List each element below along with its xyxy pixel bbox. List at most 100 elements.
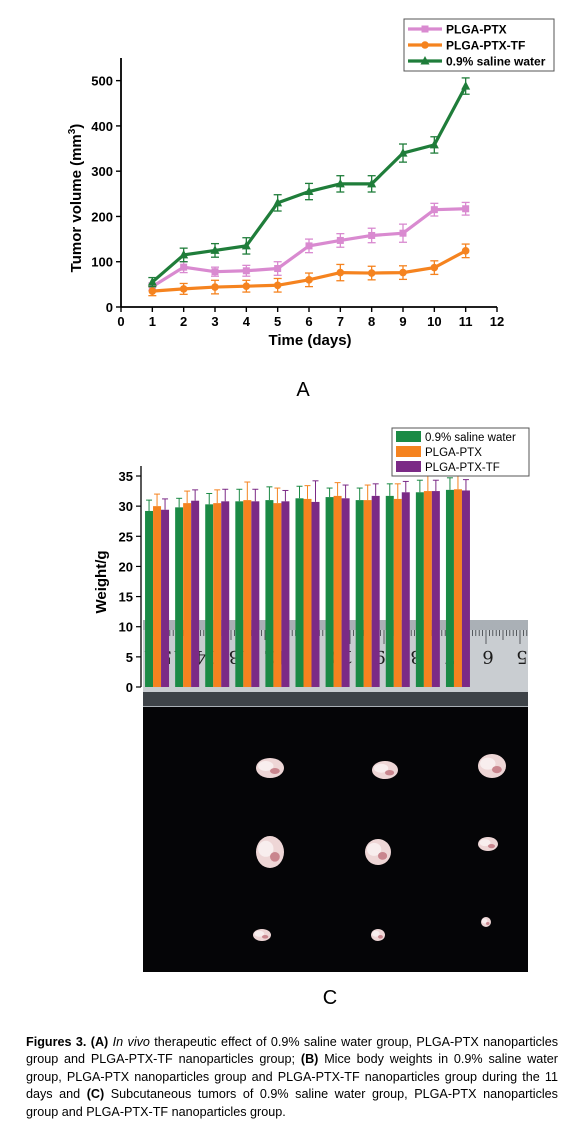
- chart-a-legend-label: 0.9% saline water: [446, 55, 546, 69]
- tumor-shade: [385, 770, 395, 776]
- photo-dark-background: [143, 705, 528, 972]
- chart-a-point: [335, 178, 345, 188]
- chart-a-point: [273, 281, 282, 290]
- chart-c-y-tick-label: 20: [119, 559, 133, 574]
- chart-c-legend-label: PLGA-PTX: [425, 447, 482, 459]
- chart-c-bar: [295, 498, 304, 687]
- chart-c-bar: [311, 501, 320, 687]
- tumor-shade: [492, 766, 502, 774]
- chart-a-x-tick-label: 0: [117, 314, 124, 329]
- tumor-shade: [486, 922, 490, 925]
- chart-c-bar: [235, 501, 244, 687]
- caption-c-label: (C): [86, 1087, 105, 1102]
- tumor-highlight: [372, 930, 380, 937]
- chart-c-bar: [251, 501, 260, 687]
- chart-c-bar: [205, 504, 214, 687]
- chart-a-xlabel: Time (days): [268, 332, 351, 349]
- chart-c-y-tick-label: 10: [119, 620, 133, 635]
- chart-c-bar: [333, 495, 342, 687]
- chart-a-point: [242, 267, 250, 275]
- chart-c-bar: [265, 500, 274, 687]
- chart-a-series: [147, 77, 471, 297]
- tumor-shade: [378, 852, 388, 860]
- caption-b-text: Mice body weights in 0.9% saline water g…: [26, 1052, 558, 1102]
- chart-a-point: [368, 231, 376, 239]
- chart-a-point: [180, 263, 188, 271]
- ruler-number: 9: [374, 646, 385, 667]
- chart-a-y-tick-label: 100: [91, 255, 113, 270]
- chart-a-x-tick-label: 3: [211, 314, 218, 329]
- ruler-shadow: [143, 692, 528, 706]
- chart-c-y-tick-label: 0: [126, 680, 133, 695]
- chart-a-point: [430, 263, 439, 272]
- chart-a-y-tick-label: 400: [91, 119, 113, 134]
- chart-a-x-tick-label: 6: [305, 314, 312, 329]
- tumor-shade: [378, 935, 383, 939]
- chart-a-legend-label: PLGA-PTX-TF: [446, 39, 525, 53]
- chart-c-y-tick-label: 15: [119, 590, 133, 605]
- chart-a-point: [336, 268, 345, 277]
- chart-a-point: [429, 139, 439, 149]
- ruler-number: 5: [516, 646, 527, 667]
- chart-c-bar: [303, 498, 312, 687]
- chart-c-bar: [401, 492, 410, 687]
- chart-a-point: [398, 148, 408, 157]
- chart-c-legend-label: 0.9% saline water: [425, 432, 516, 444]
- chart-a-point: [148, 287, 157, 295]
- tumor-highlight: [373, 763, 389, 773]
- chart-c-bar: [145, 510, 154, 687]
- chart-a-legend-marker: [421, 25, 429, 33]
- chart-c-bar: [445, 489, 454, 687]
- body-weight-chart: 0 5 10 15 20 25 30 35 0.9% saline water PLGA-PTX…: [93, 427, 530, 695]
- chart-a-point: [430, 206, 438, 214]
- chart-c-bar: [453, 489, 462, 687]
- chart-a-point: [211, 283, 219, 291]
- caption-a-italic: In vivo: [112, 1035, 150, 1049]
- chart-a-legend-marker: [420, 56, 430, 65]
- chart-c-legend: 0.9% saline water PLGA-PTX PLGA-PTX-TF: [391, 427, 530, 477]
- chart-a-y-tick-label: 200: [91, 209, 113, 224]
- chart-a-x-tick-label: 9: [399, 314, 406, 329]
- chart-c-bar: [153, 506, 162, 687]
- chart-c-y-tick-label: 5: [126, 650, 133, 665]
- chart-c-bar: [341, 498, 350, 687]
- chart-a-point: [367, 269, 376, 277]
- chart-a-point: [179, 285, 188, 293]
- chart-a-point: [336, 236, 344, 244]
- chart-a-x-tick-label: 4: [243, 314, 251, 329]
- chart-a-x-tick-label: 8: [368, 314, 375, 329]
- chart-a-point: [273, 197, 283, 207]
- tumor-shade: [488, 844, 495, 849]
- chart-a-point: [461, 81, 471, 90]
- chart-c-bar: [393, 498, 402, 687]
- chart-c-bars: [145, 473, 470, 687]
- chart-c-bar: [385, 495, 394, 687]
- chart-a-legend-marker: [421, 41, 429, 49]
- chart-c-bar: [415, 492, 424, 687]
- chart-c-bar: [355, 500, 364, 687]
- caption-b-label: (B): [300, 1052, 319, 1067]
- chart-a-x-tick-label: 5: [274, 314, 281, 329]
- chart-a-y-tick-label: 0: [106, 300, 113, 315]
- chart-a-point: [179, 249, 189, 259]
- chart-a-point: [461, 247, 470, 255]
- tumor-shade: [270, 768, 280, 774]
- tumor-highlight: [481, 918, 488, 924]
- chart-c-legend-swatch: [396, 431, 421, 442]
- chart-c-legend-swatch: [396, 461, 421, 472]
- chart-c-y-tick-label: 35: [119, 469, 133, 484]
- chart-a-point: [210, 245, 220, 254]
- chart-a-legend: PLGA-PTX PLGA-PTX-TF 0.9% saline water: [403, 18, 555, 72]
- chart-c-bar: [161, 509, 170, 687]
- chart-a-point: [462, 205, 470, 213]
- chart-c-axes: 0 5 10 15 20 25 30 35: [119, 466, 142, 695]
- tumor-highlight: [254, 930, 265, 937]
- chart-a-point: [241, 240, 251, 250]
- chart-c-bar: [221, 501, 230, 687]
- tumor-highlight: [258, 840, 274, 857]
- chart-a-ylabel-end: ): [68, 124, 85, 129]
- chart-a-ylabel-main: Tumor volume (mm: [68, 134, 85, 272]
- tumor-shade: [262, 935, 269, 939]
